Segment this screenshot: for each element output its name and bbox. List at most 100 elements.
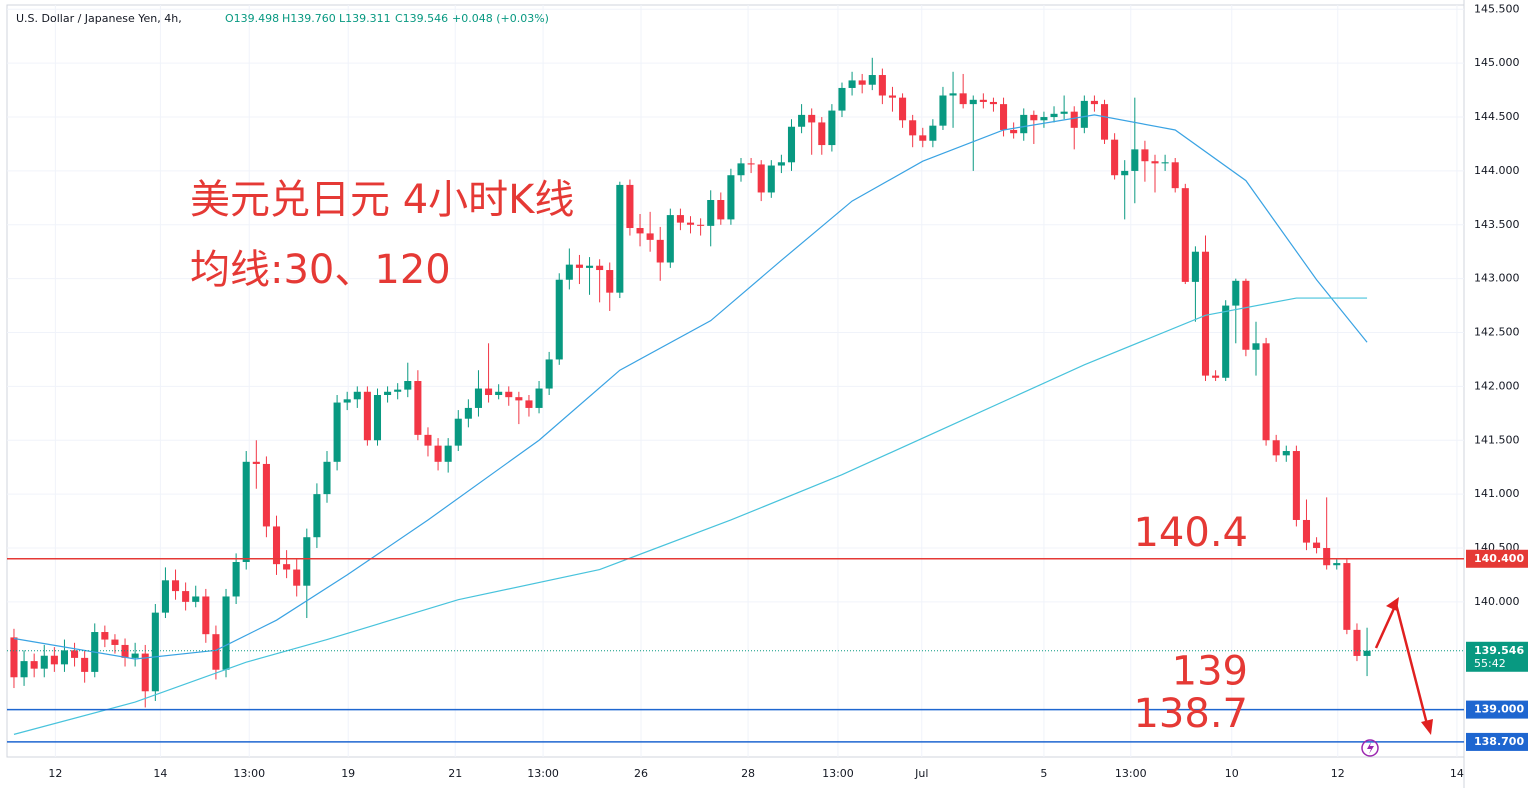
candle-body bbox=[787, 126, 796, 163]
candle-body bbox=[878, 75, 886, 96]
moving-average bbox=[13, 114, 1368, 660]
candle-body bbox=[1282, 451, 1290, 456]
candle-body bbox=[868, 75, 876, 85]
candle-body bbox=[606, 270, 614, 293]
candle-body bbox=[676, 215, 684, 223]
candle-body bbox=[414, 381, 422, 435]
candle-body bbox=[838, 87, 846, 111]
candle-body bbox=[404, 381, 412, 390]
y-tick-label: 144.000 bbox=[1474, 164, 1520, 177]
candle-body bbox=[1262, 343, 1270, 441]
candle-body bbox=[1161, 162, 1169, 164]
candle-body bbox=[1131, 149, 1139, 171]
candle-body bbox=[323, 461, 331, 495]
y-tick-label: 142.000 bbox=[1474, 379, 1520, 392]
level-label: 138.700 bbox=[1474, 735, 1524, 748]
candle-body bbox=[1353, 629, 1361, 656]
x-tick-label: 13:00 bbox=[527, 767, 559, 780]
candle-body bbox=[747, 163, 755, 165]
y-tick-label: 144.500 bbox=[1474, 110, 1520, 123]
candle-body bbox=[697, 224, 705, 226]
candle-body bbox=[565, 264, 573, 280]
y-tick-label: 143.000 bbox=[1474, 272, 1520, 285]
level-label-box bbox=[1466, 549, 1528, 568]
candle-body bbox=[919, 135, 927, 141]
candle-body bbox=[727, 175, 735, 220]
arrow-head bbox=[1386, 597, 1399, 611]
annotation-ma: 均线:30、120 bbox=[190, 247, 451, 293]
candle-body bbox=[1080, 100, 1088, 128]
candle-body bbox=[171, 580, 180, 592]
candle-body bbox=[1030, 114, 1038, 121]
candle-body bbox=[121, 644, 129, 658]
forecast-arrows bbox=[1374, 597, 1433, 735]
candle-body bbox=[1292, 451, 1300, 520]
level-note: 140.4 bbox=[1133, 510, 1248, 556]
candle-body bbox=[1111, 139, 1119, 176]
candle-body bbox=[636, 228, 644, 234]
candle-body bbox=[20, 661, 28, 678]
ohlc-open: O139.498 bbox=[225, 12, 279, 25]
y-tick-label: 140.000 bbox=[1474, 595, 1520, 608]
axes: 145.500 145.000 144.500 144.000 143.500 143.0… bbox=[48, 2, 1528, 780]
ohlc-change: +0.048 (+0.03%) bbox=[452, 12, 549, 25]
candle-body bbox=[141, 653, 149, 692]
candle-body bbox=[101, 632, 109, 640]
candle-body bbox=[1222, 305, 1230, 378]
candle-body bbox=[1121, 170, 1129, 176]
y-tick-label: 142.500 bbox=[1474, 326, 1520, 339]
candle-body bbox=[666, 215, 674, 263]
candle-body bbox=[71, 650, 79, 658]
candle-body bbox=[1010, 129, 1018, 134]
candle-body bbox=[899, 97, 907, 121]
candle-body bbox=[757, 164, 765, 193]
candle-body bbox=[384, 391, 392, 396]
candle-body bbox=[343, 399, 351, 403]
candle-body bbox=[767, 165, 775, 193]
candle-body bbox=[1020, 114, 1028, 134]
candle-body bbox=[1181, 188, 1189, 282]
candle-body bbox=[131, 653, 139, 658]
candle-body bbox=[111, 639, 119, 645]
x-tick-label: 13:00 bbox=[822, 767, 854, 780]
y-tick-label: 145.000 bbox=[1474, 56, 1520, 69]
alert-icon bbox=[1361, 739, 1379, 757]
ohlc-high: H139.760 bbox=[282, 12, 336, 25]
grid bbox=[7, 5, 1464, 757]
candle-body bbox=[717, 200, 725, 220]
candle-body bbox=[959, 93, 967, 105]
y-tick-label: 141.000 bbox=[1474, 487, 1520, 500]
level-label-box bbox=[1466, 700, 1528, 719]
symbol: U.S. Dollar / Japanese Yen, 4h, bbox=[16, 12, 182, 25]
candle-body bbox=[495, 391, 503, 396]
candle-body bbox=[798, 114, 806, 127]
level-label-box bbox=[1466, 732, 1528, 751]
candle-body bbox=[646, 233, 654, 240]
alert-bolt bbox=[1367, 742, 1374, 754]
x-tick-label: 28 bbox=[741, 767, 755, 780]
candle-body bbox=[1050, 113, 1058, 118]
last-price-label: 139.546 bbox=[1474, 644, 1524, 657]
candle-body bbox=[10, 637, 18, 678]
alert-circle bbox=[1361, 739, 1379, 757]
candle-body bbox=[1302, 519, 1311, 543]
candle-body bbox=[202, 596, 210, 635]
y-tick-label: 145.500 bbox=[1474, 2, 1520, 15]
level-note: 139 bbox=[1172, 649, 1248, 695]
candle-body bbox=[303, 537, 311, 586]
candle-body bbox=[353, 391, 361, 400]
candle-body bbox=[464, 407, 472, 419]
candle-body bbox=[535, 388, 543, 408]
candle-body bbox=[596, 265, 604, 271]
candle-body bbox=[222, 596, 230, 670]
candle-body bbox=[909, 120, 917, 136]
candle-body bbox=[50, 655, 58, 665]
candle-body bbox=[989, 101, 997, 105]
candle-body bbox=[1171, 162, 1179, 189]
candle-body bbox=[616, 184, 624, 293]
candle-body bbox=[454, 418, 462, 446]
candle-body bbox=[1191, 251, 1199, 282]
candle-body bbox=[1000, 104, 1008, 130]
